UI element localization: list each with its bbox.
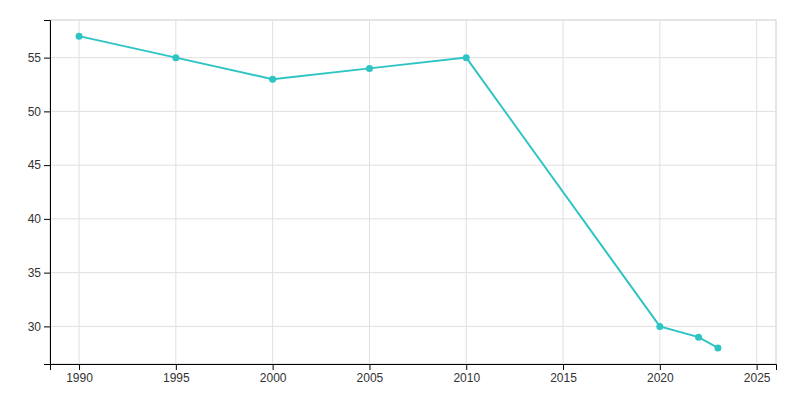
grid-line-x [659,20,660,364]
x-axis-tick: 2015 [550,364,577,385]
grid-line-y [50,165,776,166]
y-axis-tick-mark [44,326,50,327]
grid-line-y [50,57,776,58]
y-axis-tick: 35 [28,266,50,280]
point [366,65,373,72]
x-axis-tick-mark [273,364,274,370]
x-axis-tick-mark [757,364,758,370]
x-axis-tick-mark [176,364,177,370]
y-axis-tick-mark [44,273,50,274]
x-axis-tick-mark [660,364,661,370]
grid [50,20,776,364]
grid-line-x [79,20,80,364]
x-axis-tick-mark [79,364,80,370]
y-axis-line [44,21,51,365]
point [76,33,83,40]
x-axis-tick-mark [369,364,370,370]
y-axis-tick-mark [44,165,50,166]
point [695,334,702,341]
chart: 1990 1995 2000 2005 2010 2015 2020 2025 30 35 40 45… [0,0,800,400]
y-axis-tick-label: 45 [28,158,42,172]
x-axis-tick: 2000 [260,364,287,385]
x-axis-tick-label: 2020 [647,371,674,385]
x-axis-tick-label: 2010 [453,371,480,385]
grid-line-x [272,20,273,364]
plot-frame [50,20,776,364]
grid-line-y [50,272,776,273]
plot: 1990 1995 2000 2005 2010 2015 2020 2025 30 35 40 45… [28,20,777,385]
grid-line-x [466,20,467,364]
y-axis-tick: 40 [28,212,50,226]
y-axis-tick-mark [44,219,50,220]
y-axis-tick-label: 50 [28,105,42,119]
y-axis-tick-label: 55 [28,51,42,65]
grid-line-x [175,20,176,364]
y-axis-tick: 55 [28,51,50,65]
y-axis-tick-label: 40 [28,212,42,226]
x-axis-tick: 1995 [163,364,190,385]
y-axis-tick: 45 [28,158,50,172]
y-axis-tick: 50 [28,105,50,119]
marks [76,33,722,352]
grid-line-y [50,111,776,112]
x-axis-tick-mark [466,364,467,370]
x-axis-tick-label: 1990 [66,371,93,385]
line [79,36,718,348]
grid-line-y [50,326,776,327]
point [172,54,179,61]
y-axis-tick-label: 35 [28,266,42,280]
x-axis-tick-label: 2000 [260,371,287,385]
x-axis-tick-label: 2015 [550,371,577,385]
y-axis-tick-label: 30 [28,320,42,334]
grid-line-y [50,218,776,219]
y-axis-tick-mark [44,58,50,59]
point [463,54,470,61]
x-axis-tick-label: 1995 [163,371,190,385]
point [269,76,276,83]
point [714,344,721,351]
x-axis-tick: 2010 [453,364,480,385]
x-axis-tick-label: 2005 [357,371,384,385]
grid-line-x [756,20,757,364]
y-axis-tick-mark [44,111,50,112]
x-axis-tick-mark [563,364,564,370]
y-axis: 30 35 40 45 50 55 [28,21,51,365]
x-axis-tick: 1990 [66,364,93,385]
y-axis-tick: 30 [28,320,50,334]
x-axis-tick-label: 2025 [744,371,771,385]
x-axis: 1990 1995 2000 2005 2010 2015 2020 2025 [51,364,777,385]
x-axis-tick: 2020 [647,364,674,385]
x-axis-tick: 2025 [744,364,771,385]
x-axis-line [51,365,777,371]
x-axis-tick: 2005 [357,364,384,385]
point [656,323,663,330]
